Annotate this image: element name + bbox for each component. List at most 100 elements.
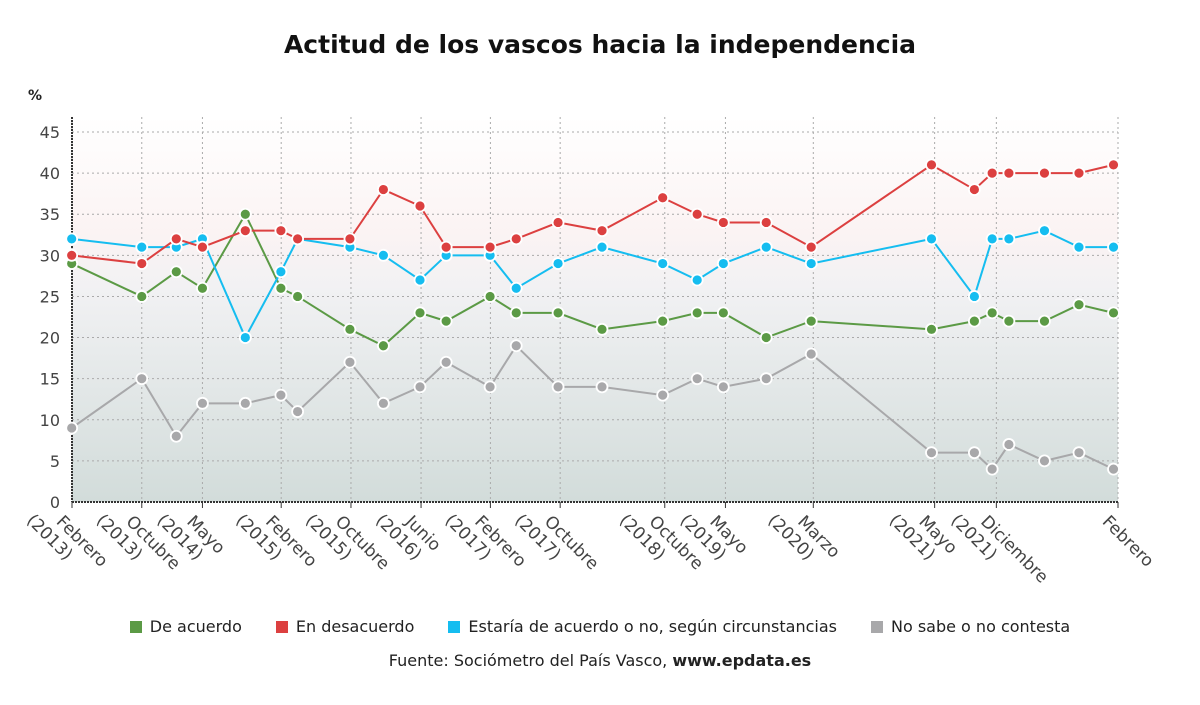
data-point	[967, 314, 981, 328]
data-point	[925, 322, 938, 336]
source-link[interactable]: www.epdata.es	[672, 651, 812, 670]
data-point	[196, 281, 209, 295]
data-point	[925, 232, 938, 246]
data-point	[65, 248, 79, 262]
data-point	[343, 232, 357, 246]
data-point	[804, 314, 818, 328]
legend-item[interactable]: De acuerdo	[129, 617, 242, 636]
data-point	[135, 372, 149, 386]
data-point	[1072, 446, 1086, 460]
data-point	[274, 388, 288, 402]
plot-background	[72, 117, 1118, 502]
legend-item[interactable]: En desacuerdo	[275, 617, 415, 636]
data-point	[804, 240, 818, 254]
data-point	[595, 224, 609, 238]
data-point	[804, 347, 818, 361]
legend-item[interactable]: Estaría de acuerdo o no, según circunsta…	[448, 617, 837, 636]
data-point	[1002, 438, 1016, 451]
y-tick-label: 5	[50, 452, 60, 471]
legend-swatch	[448, 620, 461, 633]
data-point	[595, 380, 609, 394]
data-point	[439, 240, 453, 254]
data-point	[656, 191, 670, 205]
data-point	[1107, 306, 1120, 320]
data-point	[985, 166, 999, 180]
data-point	[135, 240, 149, 254]
data-point	[551, 257, 565, 270]
data-point	[65, 421, 79, 435]
data-point	[1002, 166, 1016, 180]
data-point	[135, 257, 149, 270]
legend: De acuerdo En desacuerdo Estaría de acuerd…	[0, 617, 1200, 636]
data-point	[690, 306, 704, 320]
data-point	[967, 446, 981, 460]
data-point	[1002, 314, 1016, 328]
legend-swatch	[129, 620, 142, 633]
data-point	[551, 380, 565, 394]
data-point	[759, 216, 773, 229]
data-point	[1072, 298, 1086, 312]
data-point	[759, 240, 773, 254]
data-point	[759, 331, 773, 344]
data-point	[343, 355, 357, 369]
data-point	[135, 290, 149, 303]
data-point	[759, 372, 773, 386]
legend-label: En desacuerdo	[295, 617, 415, 636]
data-point	[1072, 166, 1086, 180]
legend-label: Estaría de acuerdo o no, según circunsta…	[468, 617, 837, 636]
chart-title: Actitud de los vascos hacia la independe…	[283, 30, 917, 59]
data-point	[925, 158, 938, 172]
data-point	[238, 396, 252, 410]
x-tick-label: Octubre(2018)	[615, 496, 707, 588]
data-point	[238, 331, 252, 344]
data-point	[509, 339, 523, 353]
data-point	[343, 322, 357, 336]
data-point	[274, 265, 288, 279]
data-point	[413, 199, 427, 213]
data-point	[413, 306, 427, 320]
y-tick-label: 35	[40, 205, 60, 224]
x-tick-label: Febrero(2017)	[441, 496, 530, 585]
x-tick-label: Marzo(2020)	[764, 496, 844, 576]
data-point	[1002, 232, 1016, 246]
data-point	[274, 281, 288, 295]
data-point	[656, 314, 670, 328]
data-point	[169, 232, 183, 246]
x-tick-label: Febrero(2013)	[22, 496, 111, 585]
data-point	[595, 322, 609, 336]
data-point	[238, 207, 252, 221]
data-point	[65, 232, 79, 246]
data-point	[483, 380, 497, 394]
data-point	[439, 314, 453, 328]
x-tick-label: Diciembre(2021)	[947, 496, 1052, 601]
data-point	[690, 372, 704, 386]
y-tick-label: 20	[40, 329, 60, 348]
data-point	[291, 232, 305, 246]
data-point	[509, 306, 523, 320]
data-point	[291, 405, 305, 418]
data-point	[1107, 158, 1120, 172]
series-0	[65, 207, 1120, 353]
data-point	[509, 232, 523, 246]
data-point	[967, 183, 981, 196]
data-point	[690, 273, 704, 287]
data-point	[483, 290, 497, 303]
y-tick-label: 25	[40, 287, 60, 306]
series-1	[65, 158, 1120, 270]
data-point	[1072, 240, 1086, 254]
data-point	[551, 216, 565, 229]
legend-item[interactable]: No sabe o no contesta	[870, 617, 1071, 636]
data-point	[291, 290, 305, 303]
y-tick-label: 30	[40, 246, 60, 265]
series-2	[65, 224, 1120, 344]
legend-swatch	[870, 620, 883, 633]
data-point	[716, 306, 730, 320]
data-point	[1107, 462, 1120, 476]
legend-label: No sabe o no contesta	[890, 617, 1071, 636]
series-3	[65, 339, 1120, 476]
data-point	[716, 380, 730, 394]
data-point	[551, 306, 565, 320]
data-point	[985, 462, 999, 476]
